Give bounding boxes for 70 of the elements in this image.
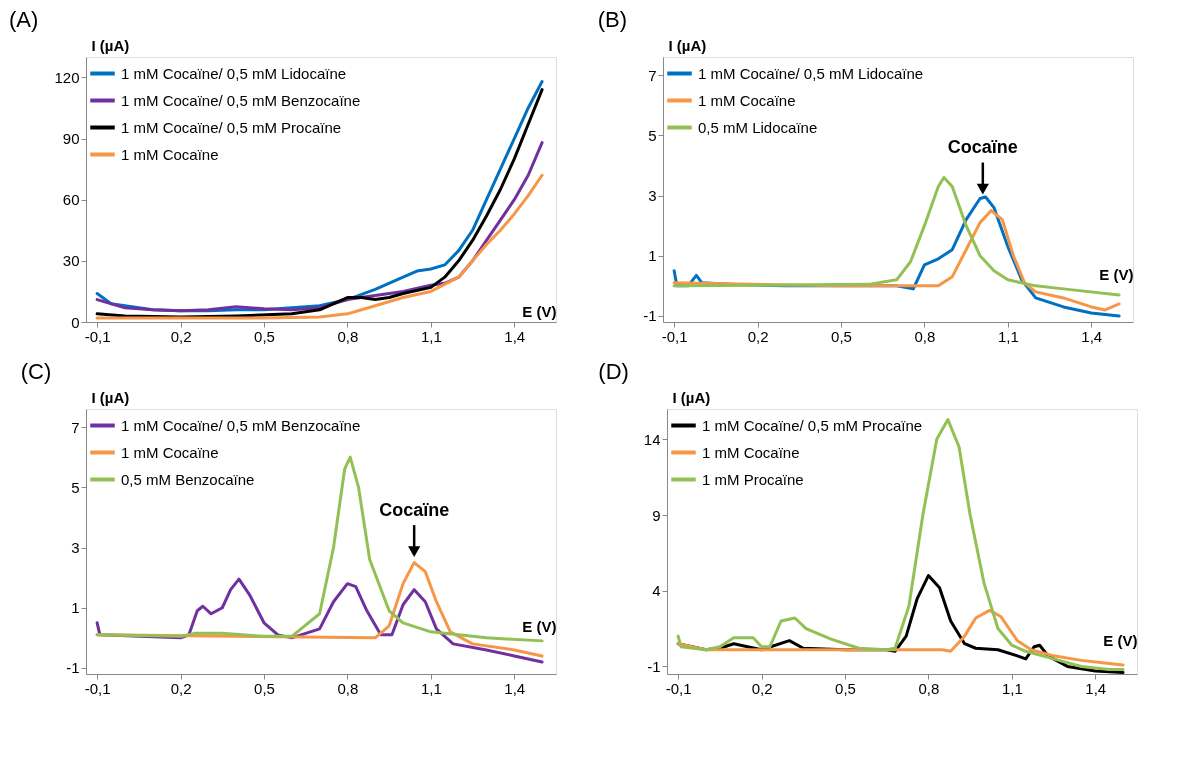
x-tick-label: -0,1 [661, 327, 688, 345]
legend-label: 1 mM Cocaïne [121, 145, 219, 163]
x-tick-label: 1,4 [1085, 679, 1107, 697]
y-tick-label: -1 [66, 659, 80, 677]
legend-label: 1 mM Cocaïne/ 0,5 mM Procaïne [121, 118, 342, 136]
legend-label: 0,5 mM Benzocaïne [121, 470, 255, 488]
y-tick-label: 7 [648, 66, 657, 84]
y-tick-label: 9 [652, 506, 661, 524]
chart-title: (D) [598, 359, 629, 384]
y-tick-label: 5 [648, 126, 657, 144]
y-tick-label: 90 [62, 130, 80, 148]
x-tick-label: 0,8 [337, 679, 359, 697]
x-tick-label: 0,8 [337, 327, 359, 345]
legend-label: 1 mM Cocaïne [698, 91, 796, 109]
x-tick-label: -0,1 [84, 679, 111, 697]
y-tick-label: 7 [71, 418, 80, 436]
chart-title: (A) [8, 7, 39, 32]
x-axis-title: E (V) [522, 302, 557, 320]
annotation: Cocaïne [379, 499, 450, 520]
y-tick-label: -1 [643, 307, 657, 325]
y-tick-label: 14 [643, 430, 661, 448]
y-axis-title: I (µA) [668, 36, 707, 54]
y-axis-title: I (µA) [672, 388, 711, 406]
y-tick-label: 60 [62, 191, 80, 209]
y-tick-label: 3 [648, 187, 657, 205]
y-tick-label: 4 [652, 582, 661, 600]
y-tick-label: 30 [62, 252, 80, 270]
x-axis-title: E (V) [522, 618, 557, 636]
x-tick-label: 0,8 [914, 327, 936, 345]
x-tick-label: -0,1 [665, 679, 692, 697]
x-tick-label: 0,2 [170, 327, 192, 345]
legend-label: 1 mM Cocaïne/ 0,5 mM Benzocaïne [121, 91, 361, 109]
legend-label: 1 mM Cocaïne/ 0,5 mM Procaïne [702, 416, 923, 434]
x-axis-title: E (V) [1103, 631, 1138, 649]
chart-title: (B) [597, 7, 627, 32]
x-tick-label: 0,5 [254, 679, 275, 697]
legend-label: 1 mM Cocaïne [702, 443, 800, 461]
x-tick-label: 1,1 [997, 327, 1019, 345]
legend-label: 1 mM Cocaïne/ 0,5 mM Benzocaïne [121, 416, 361, 434]
x-tick-label: 0,8 [918, 679, 940, 697]
x-tick-label: 1,1 [420, 679, 442, 697]
x-tick-label: 1,1 [1001, 679, 1023, 697]
x-tick-label: 1,4 [1081, 327, 1103, 345]
x-tick-label: 1,4 [504, 679, 526, 697]
legend-label: 1 mM Procaïne [702, 470, 804, 488]
y-axis-title: I (µA) [91, 36, 130, 54]
legend-label: 1 mM Cocaïne [121, 443, 219, 461]
x-tick-label: 0,2 [751, 679, 773, 697]
x-axis-title: E (V) [1099, 266, 1134, 284]
legend-label: 1 mM Cocaïne/ 0,5 mM Lidocaïne [121, 64, 347, 82]
y-tick-label: 120 [54, 68, 80, 86]
y-tick-label: 1 [648, 247, 657, 265]
x-tick-label: 0,5 [254, 327, 275, 345]
y-tick-label: 0 [71, 313, 80, 331]
x-tick-label: 0,2 [170, 679, 192, 697]
annotation: Cocaïne [947, 137, 1018, 158]
x-tick-label: 0,2 [747, 327, 769, 345]
x-tick-label: 0,5 [835, 679, 856, 697]
y-tick-label: 1 [71, 599, 80, 617]
x-tick-label: 0,5 [831, 327, 852, 345]
y-tick-label: 3 [71, 539, 80, 557]
y-tick-label: -1 [647, 657, 661, 675]
legend-label: 1 mM Cocaïne/ 0,5 mM Lidocaïne [698, 64, 924, 82]
x-tick-label: 1,1 [420, 327, 442, 345]
x-tick-label: -0,1 [84, 327, 111, 345]
chart-title: (C) [20, 359, 52, 384]
y-tick-label: 5 [71, 478, 80, 496]
legend-label: 0,5 mM Lidocaïne [698, 118, 818, 136]
y-axis-title: I (µA) [91, 388, 130, 406]
x-tick-label: 1,4 [504, 327, 526, 345]
